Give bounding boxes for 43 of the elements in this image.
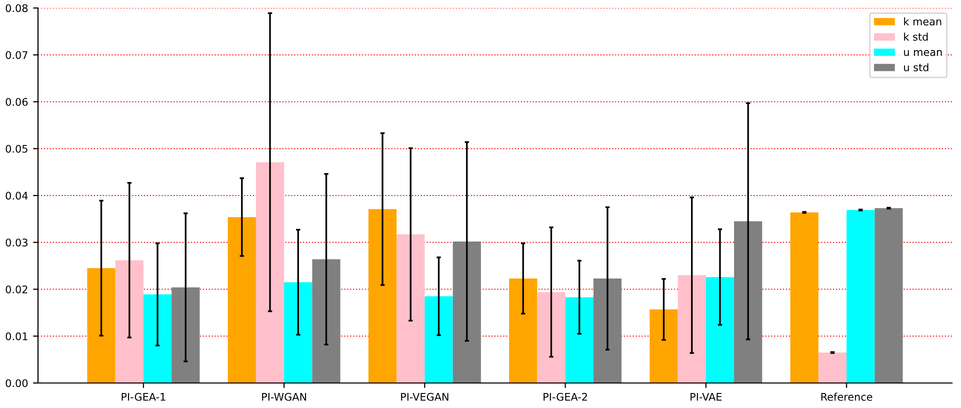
bar xyxy=(706,277,734,383)
bar xyxy=(312,259,340,383)
legend-label: u mean xyxy=(904,50,942,56)
bar xyxy=(678,275,706,383)
x-tick-label: PI-GEA-1 xyxy=(122,392,166,401)
bar xyxy=(818,352,847,383)
bar xyxy=(368,209,397,383)
bar xyxy=(172,287,200,383)
x-tick-label: PI-GEA-2 xyxy=(544,392,587,401)
x-tick-label: Reference xyxy=(821,392,872,401)
bar xyxy=(509,278,538,383)
bar xyxy=(256,162,284,383)
x-tick-label: PI-VAE xyxy=(690,393,722,401)
bar xyxy=(846,210,875,383)
y-tick-label: 0.07 xyxy=(6,51,28,59)
bar xyxy=(87,268,116,383)
bar xyxy=(874,208,903,383)
y-tick-label: 0.04 xyxy=(6,192,28,200)
bar xyxy=(143,294,172,383)
bar xyxy=(593,278,622,383)
x-tick-label: PI-WGAN xyxy=(262,392,306,401)
bar xyxy=(537,292,566,383)
bar xyxy=(734,221,762,383)
y-tick-label: 0.06 xyxy=(6,98,28,106)
x-tick-label: PI-VEGAN xyxy=(401,392,448,401)
legend-label: k mean xyxy=(904,17,942,26)
bar xyxy=(565,297,594,383)
bar xyxy=(790,212,818,383)
bar xyxy=(452,241,481,383)
bar xyxy=(424,296,453,383)
bar xyxy=(284,282,312,383)
bar xyxy=(115,260,144,383)
y-tick-label: 0.00 xyxy=(6,379,28,388)
y-tick-label: 0.08 xyxy=(6,4,28,12)
bar xyxy=(396,234,425,383)
y-tick-label: 0.03 xyxy=(6,238,28,246)
y-tick-label: 0.05 xyxy=(6,144,28,153)
y-tick-label: 0.02 xyxy=(6,285,28,294)
legend-label: u std xyxy=(904,63,928,72)
bar xyxy=(228,217,256,383)
bar xyxy=(650,309,678,383)
y-tick-label: 0.01 xyxy=(6,332,28,340)
legend-label: k std xyxy=(904,32,928,41)
